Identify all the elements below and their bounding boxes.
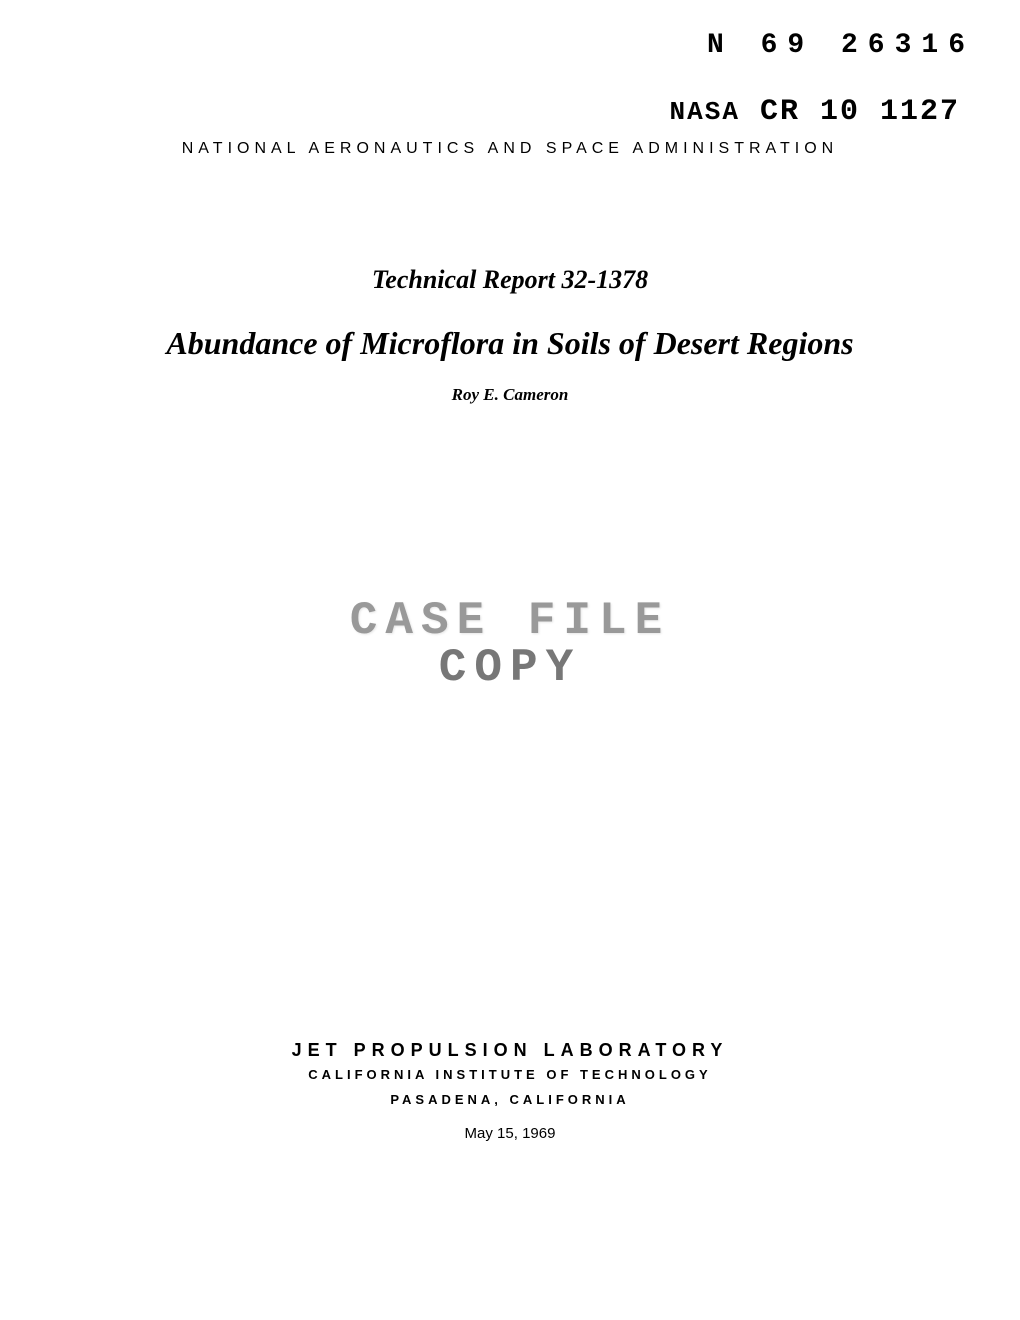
cr-number: CR 10 1127 (760, 95, 960, 129)
main-title: Abundance of Microflora in Soils of Dese… (0, 325, 1020, 362)
laboratory-name: JET PROPULSION LABORATORY (0, 1040, 1020, 1061)
footer: JET PROPULSION LABORATORY CALIFORNIA INS… (0, 1040, 1020, 1142)
stamp-line-2: COPY (0, 642, 1020, 694)
document-number: N 69 26316 (707, 30, 975, 61)
report-title: Technical Report 32-1378 (0, 265, 1020, 295)
stamp-line-1: CASE FILE (0, 595, 1020, 647)
nasa-label: NASA (670, 97, 740, 127)
institution-name: CALIFORNIA INSTITUTE OF TECHNOLOGY (0, 1067, 1020, 1082)
organization-name: NATIONAL AERONAUTICS AND SPACE ADMINISTR… (0, 140, 1020, 158)
location-name: PASADENA, CALIFORNIA (0, 1092, 1020, 1107)
publication-date: May 15, 1969 (0, 1125, 1020, 1142)
author-name: Roy E. Cameron (0, 385, 1020, 405)
stamp: CASE FILE COPY (0, 595, 1020, 694)
nasa-cr-number: NASA CR 10 1127 (670, 95, 960, 129)
